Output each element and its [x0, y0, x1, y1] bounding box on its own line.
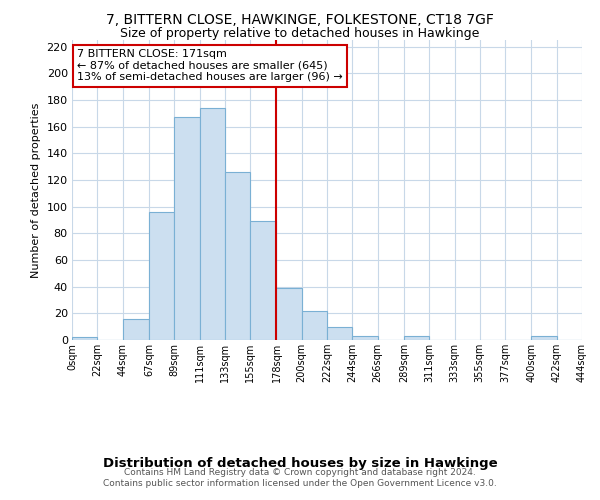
Bar — [225, 172, 250, 340]
Text: Contains HM Land Registry data © Crown copyright and database right 2024.
Contai: Contains HM Land Registry data © Crown c… — [103, 468, 497, 487]
Y-axis label: Number of detached properties: Number of detached properties — [31, 102, 41, 278]
Text: Size of property relative to detached houses in Hawkinge: Size of property relative to detached ho… — [121, 28, 479, 40]
Bar — [199, 108, 225, 340]
Bar — [72, 338, 97, 340]
Bar — [532, 336, 557, 340]
Text: 7, BITTERN CLOSE, HAWKINGE, FOLKESTONE, CT18 7GF: 7, BITTERN CLOSE, HAWKINGE, FOLKESTONE, … — [106, 12, 494, 26]
Bar — [352, 336, 377, 340]
Bar — [277, 288, 302, 340]
Bar — [149, 212, 174, 340]
Bar — [327, 326, 352, 340]
Bar — [174, 118, 199, 340]
Bar — [122, 318, 149, 340]
Bar — [404, 336, 429, 340]
Bar — [250, 222, 277, 340]
Text: 7 BITTERN CLOSE: 171sqm
← 87% of detached houses are smaller (645)
13% of semi-d: 7 BITTERN CLOSE: 171sqm ← 87% of detache… — [77, 49, 343, 82]
Bar — [302, 310, 327, 340]
Text: Distribution of detached houses by size in Hawkinge: Distribution of detached houses by size … — [103, 458, 497, 470]
